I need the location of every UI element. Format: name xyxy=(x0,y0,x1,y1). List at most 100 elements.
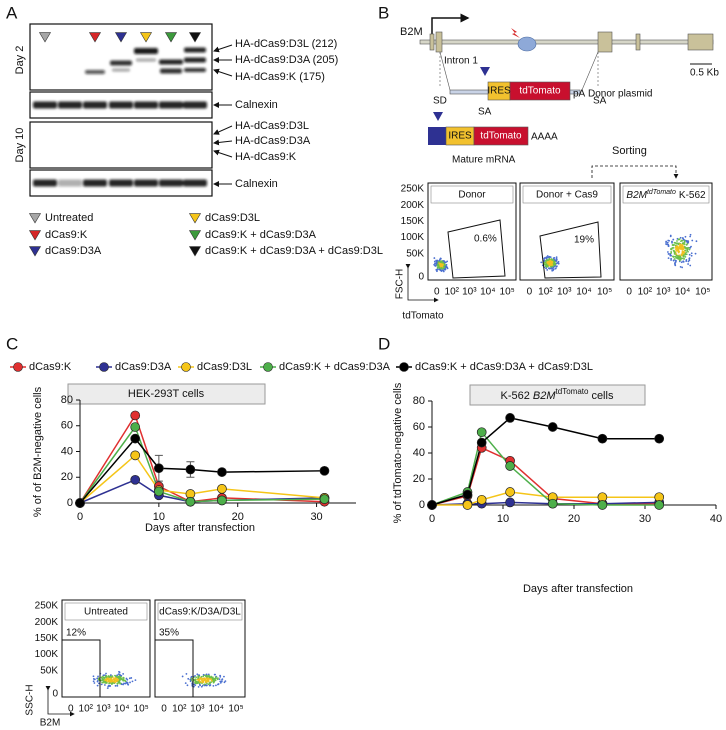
flow-dot xyxy=(690,252,693,255)
band xyxy=(33,101,57,109)
flow-dot xyxy=(682,242,685,245)
flow-dot xyxy=(694,252,697,255)
flow-dot xyxy=(100,683,103,686)
band xyxy=(112,68,130,72)
flow-dot xyxy=(683,240,686,242)
data-point xyxy=(427,500,437,510)
series-line xyxy=(79,437,325,504)
flow-dot xyxy=(199,678,202,680)
blot-frame xyxy=(29,121,213,169)
flow-dot xyxy=(129,681,131,684)
flow-dot xyxy=(122,679,125,682)
flow-dot xyxy=(684,235,687,238)
flow-dot xyxy=(686,249,689,252)
flow-dot xyxy=(681,237,684,239)
y-tick-label: 80 xyxy=(61,394,73,406)
ires-label: IRES xyxy=(487,86,511,97)
flow-dot xyxy=(193,683,196,686)
flow-dot xyxy=(197,685,200,688)
flow-dot xyxy=(670,257,673,260)
flow-y-tick: 200K xyxy=(35,617,59,628)
data-point xyxy=(505,487,515,497)
flow-dot xyxy=(552,269,554,272)
y-tick-label: 80 xyxy=(413,395,425,407)
flow-x-label: tdTomato xyxy=(402,311,444,322)
band xyxy=(83,179,107,187)
flow-dot xyxy=(195,676,198,679)
lane-marker xyxy=(164,32,178,43)
flow-dot xyxy=(119,682,122,685)
flow-dot xyxy=(673,258,676,260)
flow-title-box xyxy=(157,602,243,621)
y-tick-label: 20 xyxy=(413,473,425,485)
flow-dot xyxy=(555,257,558,260)
flow-x-tick: 0 xyxy=(434,287,440,298)
arrow xyxy=(213,139,233,146)
flow-dot xyxy=(103,676,106,679)
y-tick-label: 40 xyxy=(61,445,73,457)
legend-marker xyxy=(188,246,202,257)
flow-dot xyxy=(203,684,206,687)
band xyxy=(134,179,158,187)
flow-y-tick: 50K xyxy=(40,665,58,676)
flow-dot xyxy=(556,262,559,264)
flow-dot xyxy=(128,677,131,680)
flow-dot xyxy=(545,267,547,270)
data-point xyxy=(505,497,515,508)
flow-dot xyxy=(208,678,211,680)
flow-dot xyxy=(441,267,444,270)
title-gene: B2M xyxy=(533,390,556,402)
flow-dot xyxy=(444,261,446,264)
flow-dot xyxy=(103,679,106,681)
flow-dot xyxy=(680,254,683,257)
band-label: HA-dCas9:D3A (205) xyxy=(235,54,338,66)
chart-title: HEK-293T cells xyxy=(128,388,205,400)
sa-label: SA xyxy=(478,107,492,118)
day-label: Day 10 xyxy=(14,128,26,163)
lane-marker xyxy=(88,32,102,43)
flow-dot xyxy=(122,673,125,675)
panel-label: A xyxy=(6,3,18,22)
exon1-box xyxy=(428,127,446,145)
band xyxy=(85,70,105,74)
flow-title-box xyxy=(64,602,148,621)
flow-dot xyxy=(194,674,196,677)
flow-dot xyxy=(685,247,688,250)
flow-dot xyxy=(439,265,442,268)
flow-dot xyxy=(102,678,105,681)
flow-dot xyxy=(208,676,211,679)
flow-dot xyxy=(670,259,672,261)
gate xyxy=(62,639,101,697)
legend-marker xyxy=(263,362,273,372)
flow-dot xyxy=(189,680,192,683)
title-gene: B2M xyxy=(626,190,647,201)
flow-dot xyxy=(543,261,546,264)
flow-dot xyxy=(689,264,692,267)
legend-label: dCas9:K + dCas9:D3A + dCas9:D3L xyxy=(205,245,383,257)
title-box xyxy=(469,384,646,406)
flow-dot xyxy=(678,256,681,259)
flow-dot xyxy=(207,683,210,686)
flow-title-box xyxy=(622,185,710,204)
flow-dot xyxy=(105,678,108,680)
flow-dot xyxy=(114,684,117,687)
flow-y-label: FSC-H xyxy=(395,269,406,300)
legend-marker xyxy=(188,213,202,224)
lane-marker xyxy=(188,32,202,43)
cut-site xyxy=(511,28,520,38)
flow-y-tick: 250K xyxy=(35,601,59,612)
reporter-box xyxy=(509,81,571,101)
flow-dot xyxy=(684,256,687,258)
flow-dot xyxy=(123,682,125,685)
flow-dot xyxy=(680,243,682,246)
flow-dot xyxy=(440,261,443,263)
flow-dot xyxy=(679,265,682,268)
flow-dot xyxy=(181,675,184,678)
flow-dot xyxy=(682,250,684,253)
gate xyxy=(155,639,194,697)
flow-dot xyxy=(118,670,120,673)
flow-x-tick: 10³ xyxy=(190,704,205,715)
data-point xyxy=(597,500,608,510)
axis-arrow xyxy=(45,686,75,717)
